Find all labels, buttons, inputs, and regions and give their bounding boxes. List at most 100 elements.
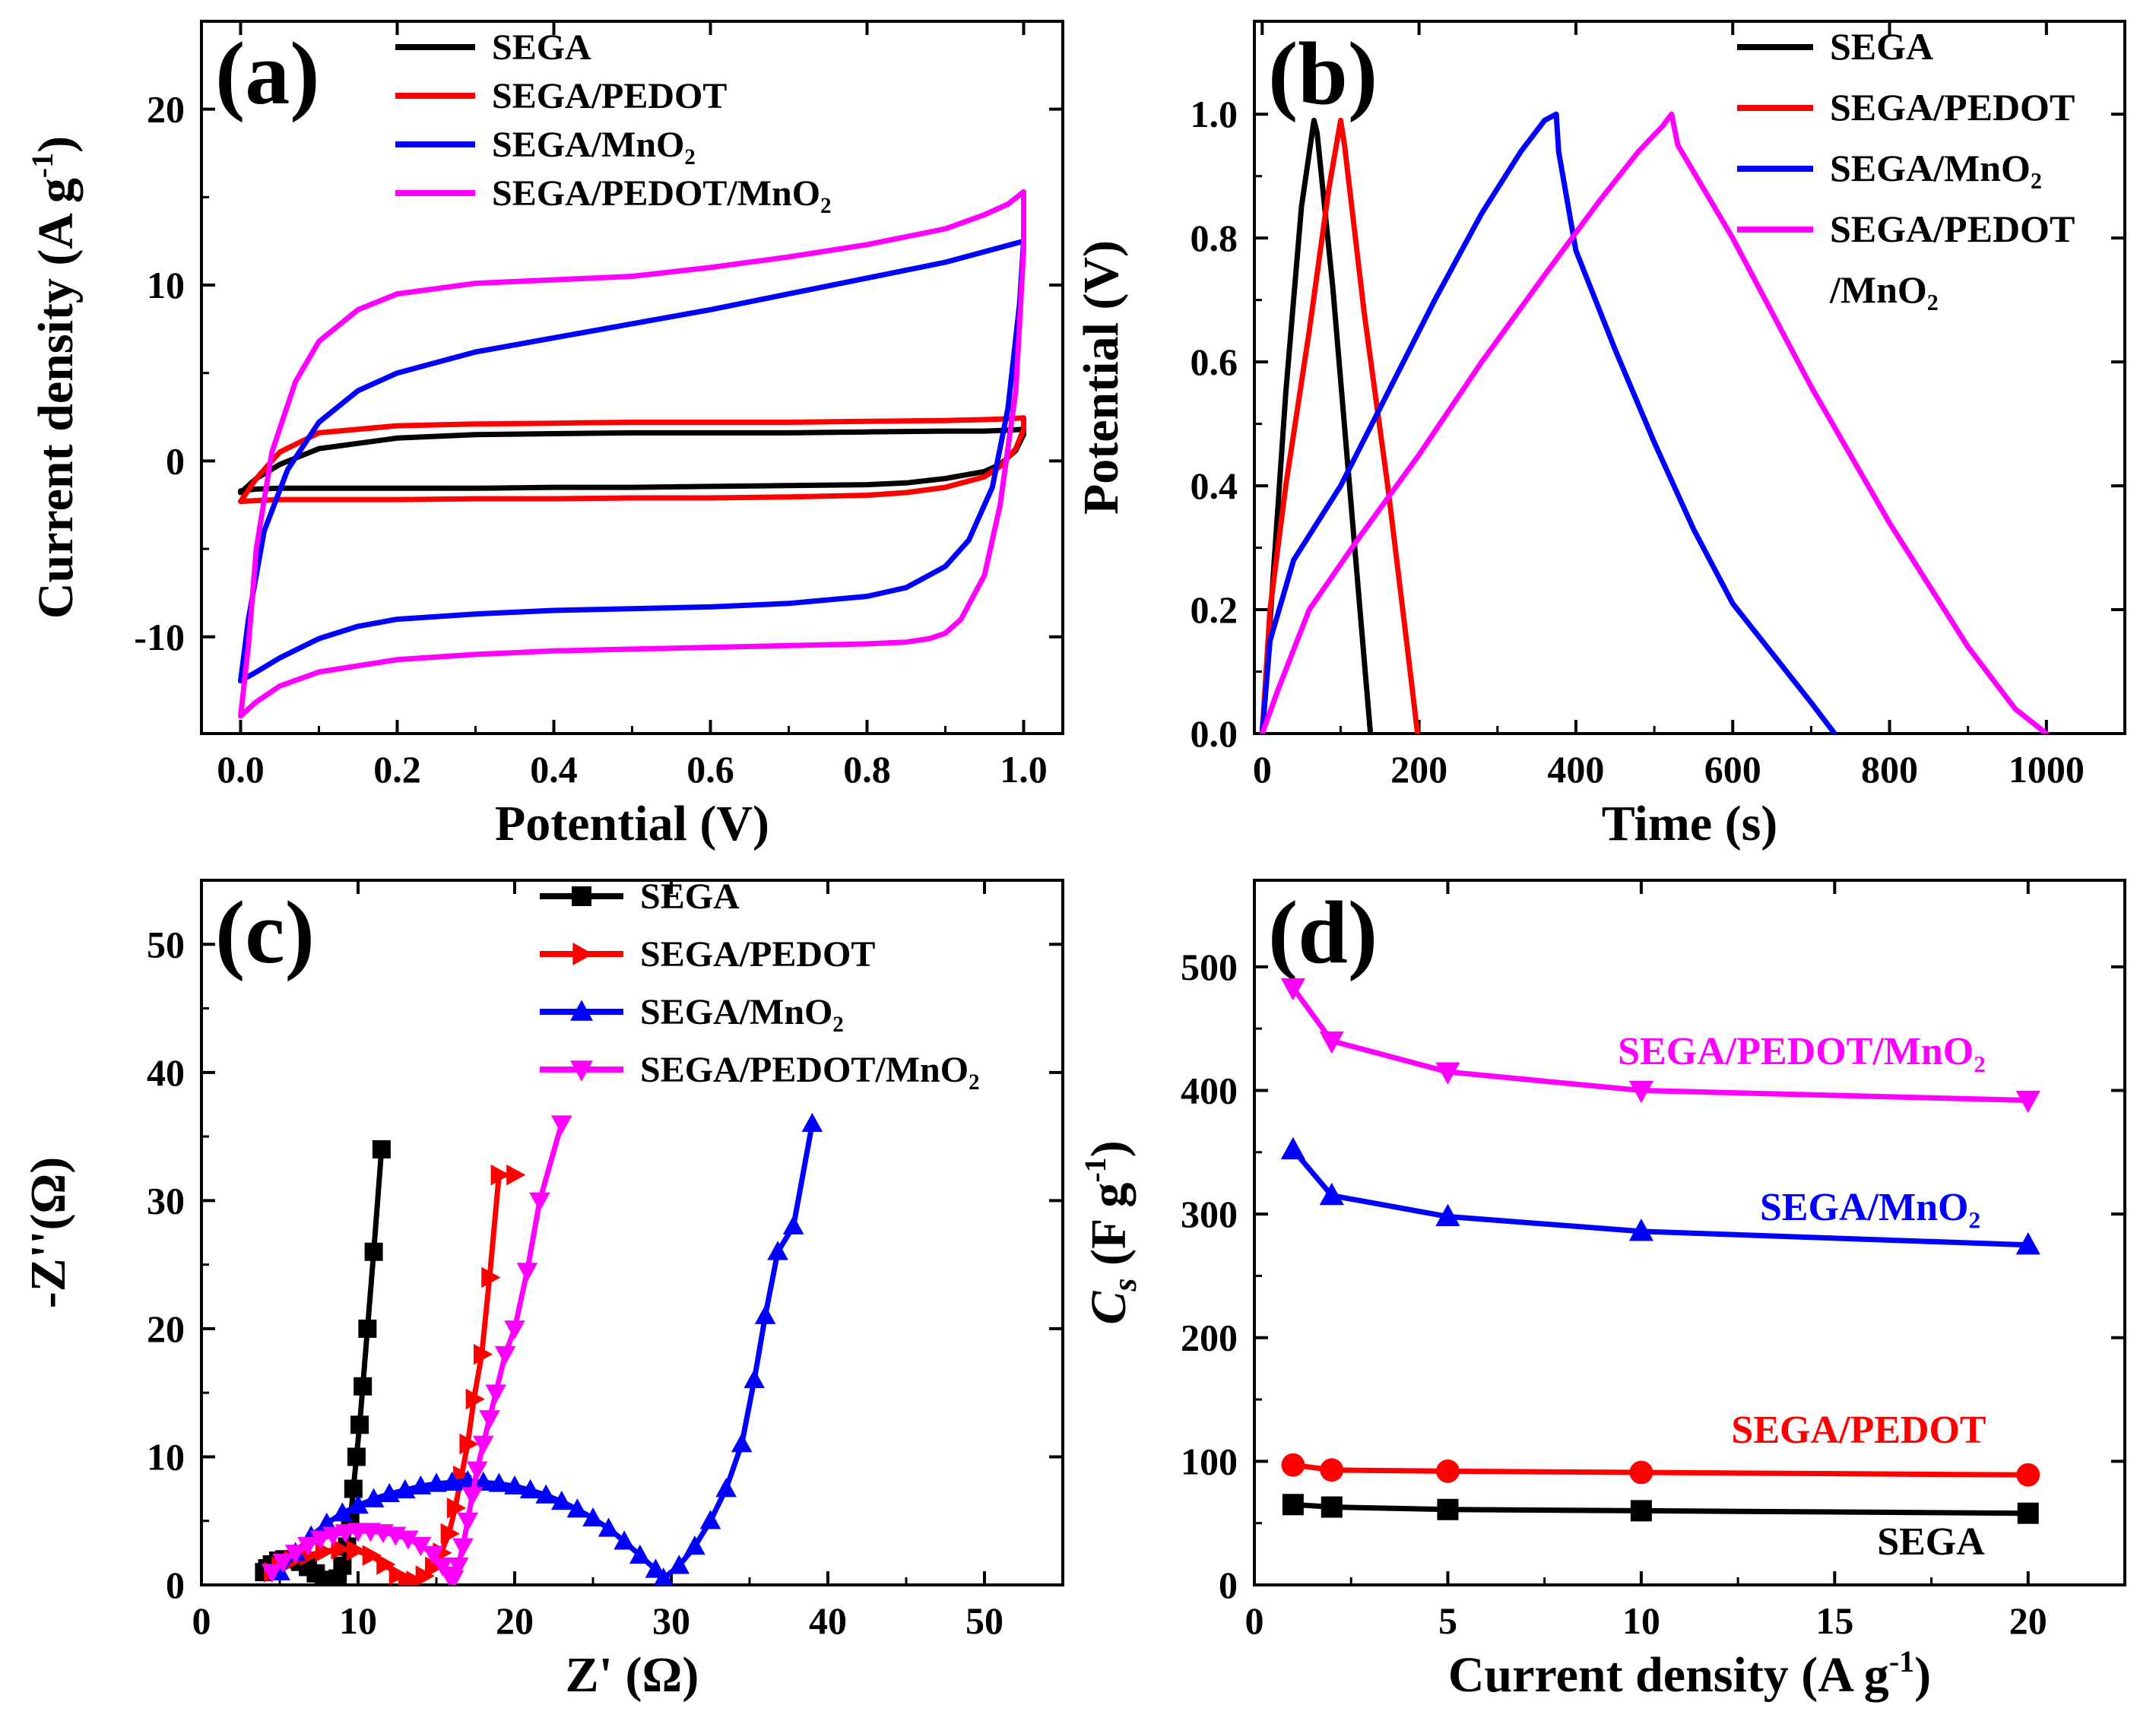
y-axis-title-main: Current density (A g <box>28 178 84 619</box>
data-point <box>448 1557 469 1577</box>
data-point <box>1321 1496 1343 1518</box>
data-point <box>379 1482 400 1503</box>
series-group <box>238 189 1026 719</box>
y-tick-label: 0.2 <box>1191 588 1238 631</box>
data-point <box>372 1139 391 1158</box>
y-tick-label: 50 <box>147 923 185 965</box>
data-point <box>715 1478 737 1498</box>
legend: SEGA SEGA/PEDOT SEGA/MnO₂ SEGA/PEDOT/MnO₂ <box>1737 25 2075 311</box>
data-point <box>2017 1502 2039 1524</box>
x-tick-label: 20 <box>496 1599 534 1642</box>
x-tick-label: 0.2 <box>373 748 421 791</box>
data-point <box>629 1544 651 1564</box>
data-point <box>1319 1031 1344 1054</box>
data-point <box>782 1215 804 1234</box>
data-point <box>1630 1500 1652 1522</box>
x-tick-label: 40 <box>809 1599 847 1642</box>
data-point <box>410 1475 432 1495</box>
y-axis-title: -Z''(Ω) <box>21 1157 76 1308</box>
data-point <box>440 1523 460 1545</box>
data-point <box>516 1263 538 1282</box>
data-point <box>350 1415 369 1434</box>
x-tick-label: 0 <box>1245 1599 1264 1642</box>
series-line <box>261 1146 385 1585</box>
data-point <box>1320 1458 1344 1482</box>
data-point <box>551 1491 572 1510</box>
series-line <box>238 426 1026 496</box>
panel-3: 0 10 20 30 40 50 0 10 20 30 40 50 (c) Z' (Ω) -Z''(Ω) SE… <box>21 876 1064 1703</box>
data-point <box>504 1320 525 1340</box>
y-tick-label: 10 <box>147 1435 185 1478</box>
x-tick-label: 400 <box>1547 748 1604 791</box>
x-tick-label: 200 <box>1390 748 1447 791</box>
y-axis-title-main: (F g <box>1081 1183 1137 1279</box>
y-tick-label: 0.0 <box>1191 712 1238 755</box>
data-point <box>344 1479 363 1498</box>
data-point <box>1435 1203 1460 1226</box>
data-point <box>261 1564 283 1583</box>
x-tick-label: 0.4 <box>530 748 578 791</box>
legend: SEGA SEGA/PEDOT SEGA/MnO₂ SEGA/PEDOT/MnO₂ <box>395 27 831 214</box>
data-point <box>426 1472 447 1492</box>
y-tick-label: 0.6 <box>1191 341 1238 383</box>
data-point <box>582 1507 604 1527</box>
y-tick-label: 100 <box>1181 1440 1238 1482</box>
panel-label: (c) <box>215 883 315 982</box>
panel-label: (d) <box>1268 883 1378 982</box>
panel-label: (a) <box>215 24 320 123</box>
data-point <box>731 1433 753 1453</box>
x-axis-title: Z' (Ω) <box>566 1647 699 1703</box>
legend-label: SEGA/PEDOT <box>492 76 727 116</box>
data-point <box>490 1164 510 1186</box>
y-axis-title-italic: C <box>1081 1291 1137 1325</box>
x-tick-label: 800 <box>1861 748 1918 791</box>
data-point <box>322 1526 344 1546</box>
y-axis-title-main: -Z''(Ω) <box>21 1157 76 1308</box>
series-line <box>1290 1462 2031 1478</box>
series-label: SEGA/PEDOT <box>1731 1409 1986 1452</box>
data-point <box>801 1112 823 1133</box>
data-point <box>1629 1460 1653 1485</box>
y-tick-label: 30 <box>147 1179 185 1222</box>
y-axis-title-group: Cs (F g-1) <box>1078 1140 1143 1324</box>
legend-marker <box>570 1000 593 1021</box>
series-line <box>238 238 1026 684</box>
y-axis-title-sup: -1 <box>1078 1157 1112 1182</box>
data-point <box>441 1471 463 1491</box>
legend: SEGA SEGA/PEDOT SEGA/MnO₂ SEGA/PEDOT/MnO₂ <box>540 876 979 1090</box>
data-point <box>473 1435 494 1455</box>
x-tick-label: 10 <box>339 1599 377 1642</box>
y-tick-label: 0 <box>166 439 185 482</box>
y-tick-label: 0.8 <box>1191 217 1238 259</box>
data-point <box>446 1498 467 1519</box>
y-axis-title-group: Current density (A g-1) <box>25 136 84 619</box>
data-point <box>654 1567 674 1585</box>
y-axis-title-group: Potential (V) <box>1073 240 1129 515</box>
y-axis-title-sub: s <box>1106 1279 1143 1292</box>
legend-label: SEGA/PEDOT <box>1830 208 2075 250</box>
legend-label: SEGA <box>1830 25 1933 68</box>
x-axis-title-main: Current density (A g <box>1448 1647 1889 1703</box>
data-point <box>473 1343 493 1365</box>
data-point <box>358 1319 377 1338</box>
data-point <box>535 1484 556 1504</box>
data-point <box>309 1530 331 1550</box>
y-axis-title-tail: ) <box>1081 1140 1137 1157</box>
x-tick-label: 1000 <box>2009 748 2085 791</box>
series-line <box>1259 111 1837 734</box>
data-point <box>504 1475 525 1495</box>
data-point <box>363 1488 385 1507</box>
y-axis-title-main: Potential (V) <box>1073 240 1129 515</box>
data-point <box>334 1524 357 1544</box>
data-point <box>362 1545 382 1567</box>
x-tick-label: 600 <box>1704 748 1761 791</box>
x-tick-label: 0.8 <box>843 748 891 791</box>
data-point <box>598 1517 620 1537</box>
x-tick-label: 0 <box>1253 748 1272 791</box>
data-point <box>2015 1231 2040 1255</box>
x-axis-title-sup: -1 <box>1889 1644 1914 1678</box>
plot-frame <box>200 879 1064 1586</box>
plot-frame <box>1253 20 2126 735</box>
x-tick-label: 20 <box>2009 1599 2047 1642</box>
